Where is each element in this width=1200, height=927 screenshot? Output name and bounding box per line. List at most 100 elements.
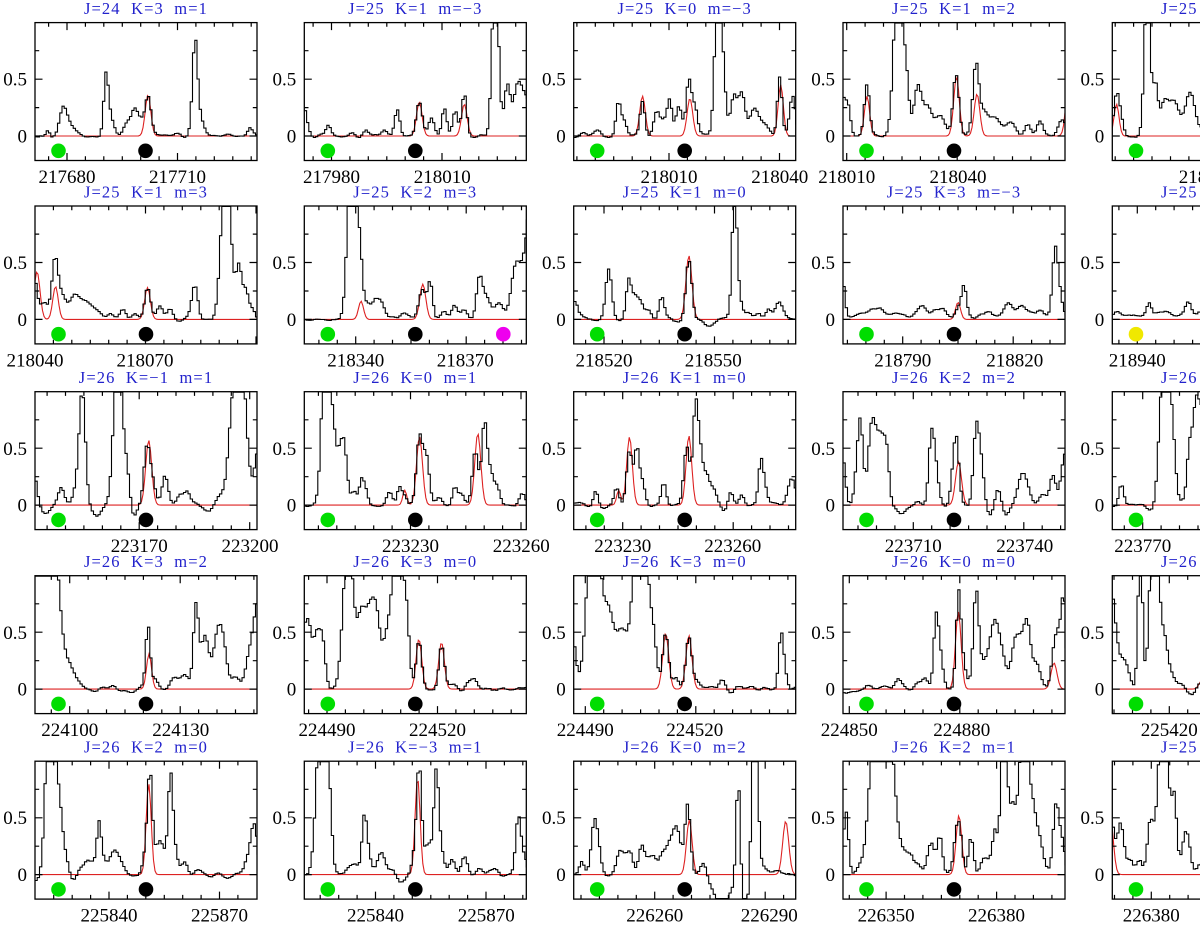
- svg-text:0: 0: [556, 496, 566, 517]
- svg-text:J=25 K=3 m=−3: J=25 K=3 m=−3: [887, 183, 1021, 202]
- svg-text:J=24 K=3 m=1: J=24 K=3 m=1: [84, 0, 208, 18]
- svg-text:218340: 218340: [327, 350, 384, 371]
- svg-text:0: 0: [826, 496, 836, 517]
- svg-text:J=26 K=2 m=2: J=26 K=2 m=2: [892, 368, 1016, 387]
- svg-text:J=26 K=3 m=2: J=26 K=3 m=2: [84, 552, 208, 571]
- svg-text:0: 0: [826, 310, 836, 331]
- svg-text:J=26 K=1 m=0: J=26 K=1 m=0: [623, 368, 747, 387]
- svg-text:0: 0: [287, 496, 297, 517]
- svg-text:0: 0: [287, 865, 297, 886]
- svg-text:226260: 226260: [626, 906, 683, 922]
- svg-text:218370: 218370: [437, 350, 494, 371]
- svg-text:J=26 K=1 m=2: J=26 K=1 m=2: [1161, 368, 1200, 387]
- svg-text:223710: 223710: [885, 536, 942, 557]
- svg-text:J=25 K=1 m=3: J=25 K=1 m=3: [84, 183, 208, 202]
- svg-text:218010: 218010: [414, 167, 471, 188]
- svg-text:J=26 K=0 m=2: J=26 K=0 m=2: [623, 738, 747, 757]
- svg-text:0.5: 0.5: [273, 253, 297, 274]
- svg-text:0: 0: [826, 865, 836, 886]
- svg-text:J=25 K=2 m=3: J=25 K=2 m=3: [353, 183, 477, 202]
- svg-text:J=25 K=0 m=3: J=25 K=0 m=3: [1161, 183, 1200, 202]
- svg-text:218010: 218010: [641, 167, 698, 188]
- svg-text:0.5: 0.5: [542, 70, 566, 91]
- svg-text:218820: 218820: [986, 350, 1043, 371]
- svg-text:224100: 224100: [41, 720, 98, 741]
- svg-text:224490: 224490: [557, 720, 614, 741]
- svg-text:0.5: 0.5: [3, 439, 27, 460]
- svg-text:224130: 224130: [152, 720, 209, 741]
- svg-text:218520: 218520: [576, 350, 633, 371]
- svg-text:0.5: 0.5: [3, 70, 27, 91]
- svg-text:0: 0: [556, 310, 566, 331]
- svg-text:0.5: 0.5: [273, 70, 297, 91]
- svg-text:226290: 226290: [741, 906, 798, 922]
- svg-text:224850: 224850: [821, 720, 878, 741]
- svg-text:223230: 223230: [382, 536, 439, 557]
- svg-text:0: 0: [18, 496, 28, 517]
- svg-text:0: 0: [826, 127, 836, 148]
- svg-text:0: 0: [1095, 680, 1105, 701]
- svg-text:225840: 225840: [81, 906, 138, 922]
- svg-text:224880: 224880: [933, 720, 990, 741]
- svg-text:218010: 218010: [818, 167, 875, 188]
- svg-text:218040: 218040: [930, 167, 987, 188]
- svg-text:224490: 224490: [299, 720, 356, 741]
- svg-text:0.5: 0.5: [1081, 439, 1105, 460]
- svg-text:0.5: 0.5: [273, 623, 297, 644]
- svg-text:0.5: 0.5: [3, 253, 27, 274]
- svg-text:0: 0: [287, 680, 297, 701]
- svg-text:224520: 224520: [409, 720, 466, 741]
- svg-text:0.5: 0.5: [811, 253, 835, 274]
- svg-text:218550: 218550: [685, 350, 742, 371]
- svg-text:218290: 218290: [1179, 167, 1200, 188]
- svg-text:J=25 K=1 m=−3: J=25 K=1 m=−3: [348, 0, 482, 18]
- svg-text:217680: 217680: [39, 167, 96, 188]
- svg-text:0.5: 0.5: [3, 808, 27, 829]
- svg-text:218940: 218940: [1109, 350, 1166, 371]
- svg-text:0.5: 0.5: [811, 623, 835, 644]
- svg-text:0: 0: [556, 127, 566, 148]
- svg-text:223260: 223260: [493, 536, 550, 557]
- svg-text:0.5: 0.5: [542, 808, 566, 829]
- svg-text:J=25 K=2 m=1: J=25 K=2 m=1: [1161, 0, 1200, 18]
- svg-text:218790: 218790: [874, 350, 931, 371]
- svg-text:J=25 K=1 m=2: J=25 K=1 m=2: [892, 0, 1016, 18]
- svg-text:J=26 K=3 m=0: J=26 K=3 m=0: [353, 552, 477, 571]
- svg-text:0.5: 0.5: [542, 253, 566, 274]
- svg-text:0: 0: [287, 127, 297, 148]
- svg-text:0.5: 0.5: [1081, 808, 1105, 829]
- svg-text:218070: 218070: [117, 350, 174, 371]
- svg-text:J=25 K=2 m=2: J=25 K=2 m=2: [1161, 738, 1200, 757]
- svg-text:218040: 218040: [751, 167, 808, 188]
- svg-text:225840: 225840: [347, 906, 404, 922]
- svg-text:225420: 225420: [1141, 720, 1198, 741]
- svg-text:226380: 226380: [968, 906, 1025, 922]
- svg-text:226350: 226350: [858, 906, 915, 922]
- svg-text:0.5: 0.5: [542, 439, 566, 460]
- svg-text:0: 0: [1095, 127, 1105, 148]
- svg-text:224520: 224520: [666, 720, 723, 741]
- svg-text:225870: 225870: [191, 906, 248, 922]
- svg-text:223200: 223200: [222, 536, 279, 557]
- svg-text:0: 0: [18, 127, 28, 148]
- svg-text:J=26 K=−1 m=1: J=26 K=−1 m=1: [79, 368, 213, 387]
- svg-text:223230: 223230: [594, 536, 651, 557]
- svg-text:0.5: 0.5: [811, 439, 835, 460]
- svg-text:0: 0: [287, 310, 297, 331]
- svg-text:J=26 K=2 m=0: J=26 K=2 m=0: [1161, 552, 1200, 571]
- svg-text:J=26 K=0 m=0: J=26 K=0 m=0: [892, 552, 1016, 571]
- svg-text:0: 0: [1095, 865, 1105, 886]
- svg-text:J=26 K=2 m=0: J=26 K=2 m=0: [84, 738, 208, 757]
- svg-text:0: 0: [556, 680, 566, 701]
- svg-text:223770: 223770: [1114, 536, 1171, 557]
- svg-text:J=25 K=1 m=0: J=25 K=1 m=0: [623, 183, 747, 202]
- svg-text:J=26 K=0 m=1: J=26 K=0 m=1: [353, 368, 477, 387]
- svg-text:0.5: 0.5: [273, 439, 297, 460]
- svg-text:J=26 K=−3 m=1: J=26 K=−3 m=1: [348, 738, 482, 757]
- svg-text:0: 0: [18, 865, 28, 886]
- svg-text:0: 0: [556, 865, 566, 886]
- svg-text:0.5: 0.5: [1081, 623, 1105, 644]
- svg-text:217710: 217710: [149, 167, 206, 188]
- svg-text:0.5: 0.5: [542, 623, 566, 644]
- svg-text:218040: 218040: [7, 350, 64, 371]
